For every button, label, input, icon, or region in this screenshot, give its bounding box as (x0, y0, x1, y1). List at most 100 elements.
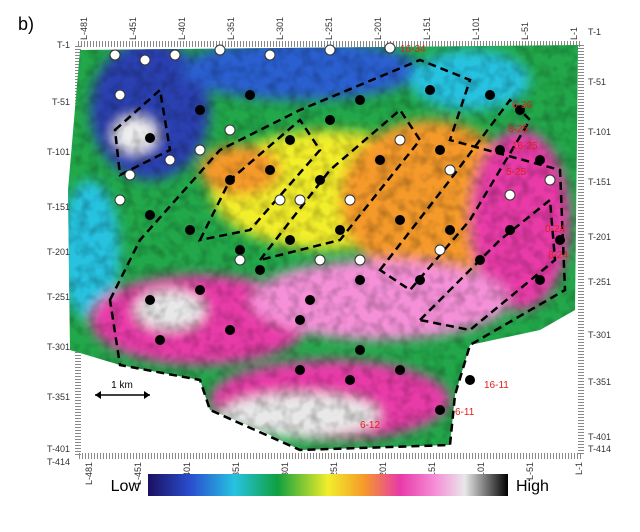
well-dot (355, 345, 365, 355)
well-dot (435, 405, 445, 415)
well-dot (324, 44, 336, 56)
bottom-axis-label: L-151 (427, 462, 437, 485)
well-dot (164, 154, 176, 166)
top-axis-label: L-151 (422, 17, 432, 40)
left-axis-label: T-51 (52, 97, 70, 107)
well-dot (285, 135, 295, 145)
well-dot (395, 215, 405, 225)
bottom-axis-label: L-51 (525, 462, 535, 480)
well-label: 6-36 (512, 100, 532, 111)
scale-label: 1 km (111, 380, 133, 391)
well-dot (225, 175, 235, 185)
axes: L-481 L-451 L-401 L-351 L-301 L-251 L-201 L-151… (47, 17, 611, 485)
well-dot (475, 255, 485, 265)
well-dot (245, 90, 255, 100)
well-dot (294, 194, 306, 206)
well-dot (504, 189, 516, 201)
well-dot (355, 95, 365, 105)
left-axis-label: T-401 (47, 444, 70, 454)
well-dot (255, 265, 265, 275)
top-axis-label: L-301 (275, 17, 285, 40)
bottom-axis-label: L-481 (84, 462, 94, 485)
well-dot (434, 244, 446, 256)
well-dot (345, 375, 355, 385)
top-axis-label: L-51 (520, 22, 530, 40)
well-label: 5-25 (506, 167, 526, 178)
well-dot (214, 44, 226, 56)
well-label: 0-24 (545, 224, 565, 235)
well-dot (274, 194, 286, 206)
well-dot (155, 335, 165, 345)
zone-outlines (108, 58, 567, 452)
well-dot (195, 285, 205, 295)
bottom-axis-label: L-401 (182, 462, 192, 485)
well-dot (124, 169, 136, 181)
well-dot (384, 42, 396, 54)
well-label: 8-25 (508, 124, 528, 135)
well-dot (354, 254, 366, 266)
well-label: 6-12 (360, 420, 380, 431)
well-dot (315, 175, 325, 185)
well-dot (295, 315, 305, 325)
well-dot (425, 85, 435, 95)
right-axis-label: T-151 (588, 177, 611, 187)
well-dot (544, 174, 556, 186)
bottom-axis-label: L-1 (574, 462, 584, 475)
well-dot (145, 133, 155, 143)
well-dot (265, 165, 275, 175)
top-axis-label: L-101 (471, 17, 481, 40)
bottom-axis-label: L-101 (476, 462, 486, 485)
well-dot (465, 375, 475, 385)
colorbar-high: High (516, 478, 549, 495)
bottom-axis-label: L-451 (133, 462, 143, 485)
well-dot (395, 365, 405, 375)
right-axis-label: T-301 (588, 330, 611, 340)
well-dot (505, 225, 515, 235)
right-axis-label: T-51 (588, 77, 606, 87)
bottom-axis-label: L-251 (329, 462, 339, 485)
well-dot (114, 194, 126, 206)
well-dot (169, 49, 181, 61)
well-dot (535, 155, 545, 165)
well-dot (555, 235, 565, 245)
left-axis-label: T-251 (47, 292, 70, 302)
well-dot (305, 295, 315, 305)
right-axis-label: T-201 (588, 232, 611, 242)
colorbar-low: Low (111, 478, 141, 495)
left-axis-label: T-414 (47, 457, 70, 467)
well-dot (235, 245, 245, 255)
well-dot (185, 225, 195, 235)
well-dot (225, 325, 235, 335)
well-label: 16-11 (484, 380, 509, 391)
well-label: 16-34 (400, 44, 426, 55)
left-axis-label: T-201 (47, 247, 70, 257)
well-dot (485, 90, 495, 100)
top-axis-label: L-251 (324, 17, 334, 40)
well-dot (435, 145, 445, 155)
well-dot (114, 89, 126, 101)
well-label: 8-24 (548, 250, 568, 261)
attribute-map (68, 45, 578, 450)
well-dot (325, 115, 335, 125)
well-dot (264, 49, 276, 61)
bottom-axis-label: L-201 (378, 462, 388, 485)
well-dot (335, 225, 345, 235)
well-dot (194, 144, 206, 156)
left-axis-label: T-301 (47, 342, 70, 352)
well-dot (355, 275, 365, 285)
bottom-axis-label: L-351 (231, 462, 241, 485)
well-dot (535, 275, 545, 285)
left-axis-label: T-151 (47, 202, 70, 212)
well-dot (224, 124, 236, 136)
right-axis-label: T-251 (588, 277, 611, 287)
well-dot (139, 54, 151, 66)
well-dot (344, 194, 356, 206)
well-dot (234, 254, 246, 266)
right-axis-label: T-351 (588, 377, 611, 387)
well-dot (109, 49, 121, 61)
scale-arrows (95, 391, 150, 399)
panel-label: b) (18, 14, 34, 34)
well-dot (285, 235, 295, 245)
top-axis-label: L-351 (226, 17, 236, 40)
